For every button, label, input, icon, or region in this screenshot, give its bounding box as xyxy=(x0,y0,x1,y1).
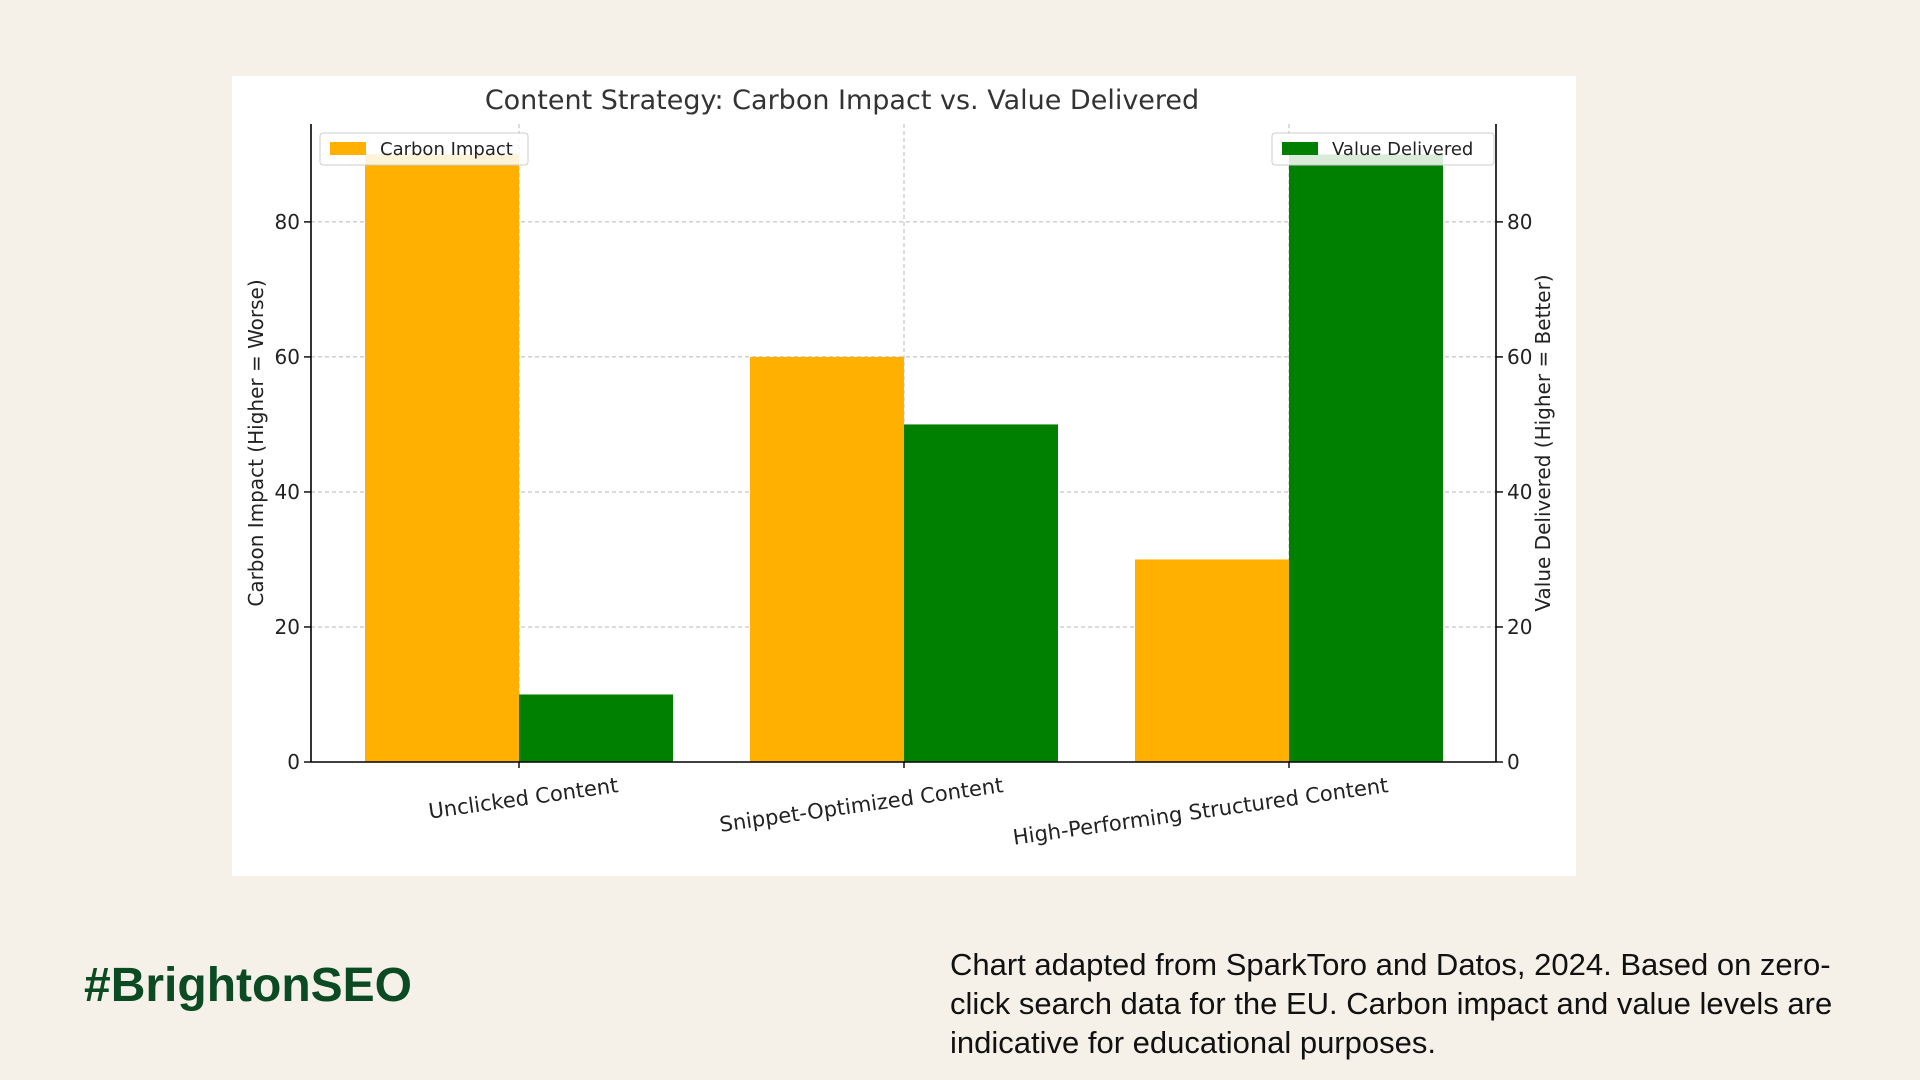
y-tick-label-right: 80 xyxy=(1507,210,1532,234)
y-tick-label-right: 0 xyxy=(1507,750,1520,774)
bar-carbon-impact xyxy=(1135,559,1289,762)
y-axis-label-left: Carbon Impact (Higher = Worse) xyxy=(244,279,268,606)
x-tick-label: Snippet-Optimized Content xyxy=(718,773,1005,837)
bar-chart: 0 0 20 20 40 40 60 60 80 80 Unclicked Content Snip… xyxy=(244,85,1555,850)
y-tick-label-left: 0 xyxy=(287,750,300,774)
legend-carbon-impact: Carbon Impact xyxy=(319,132,529,166)
ticks: 0 0 20 20 40 40 60 60 80 80 xyxy=(275,210,1533,774)
y-tick-label-right: 60 xyxy=(1507,345,1532,369)
y-tick-label-right: 20 xyxy=(1507,615,1532,639)
y-axis-label-right: Value Delivered (Higher = Better) xyxy=(1531,274,1555,611)
hashtag: #BrightonSEO xyxy=(84,959,413,1012)
bar-carbon-impact xyxy=(365,154,519,762)
legend-value-delivered: Value Delivered xyxy=(1271,132,1495,166)
y-tick-label-left: 80 xyxy=(275,210,300,234)
bars xyxy=(365,154,1443,762)
bar-value-delivered xyxy=(904,424,1058,762)
y-tick-label-left: 20 xyxy=(275,615,300,639)
bar-value-delivered xyxy=(1289,154,1443,762)
legend-label-carbon: Carbon Impact xyxy=(380,139,513,160)
legend-swatch-value xyxy=(1282,142,1318,155)
legend-swatch-carbon xyxy=(330,142,366,155)
y-tick-label-right: 40 xyxy=(1507,480,1532,504)
chart-title: Content Strategy: Carbon Impact vs. Valu… xyxy=(485,85,1199,116)
chart-panel: 0 0 20 20 40 40 60 60 80 80 Unclicked Content Snip… xyxy=(232,76,1576,876)
y-tick-label-left: 60 xyxy=(275,345,300,369)
bar-carbon-impact xyxy=(750,356,904,762)
category-labels: Unclicked Content Snippet-Optimized Conte… xyxy=(427,773,1390,849)
bar-value-delivered xyxy=(519,694,673,762)
x-tick-label: Unclicked Content xyxy=(427,773,620,823)
source-caption: Chart adapted from SparkToro and Datos, … xyxy=(950,947,1833,1060)
legend-label-value: Value Delivered xyxy=(1332,139,1473,160)
y-tick-label-left: 40 xyxy=(275,480,300,504)
x-tick-label: High-Performing Structured Content xyxy=(1011,773,1389,849)
